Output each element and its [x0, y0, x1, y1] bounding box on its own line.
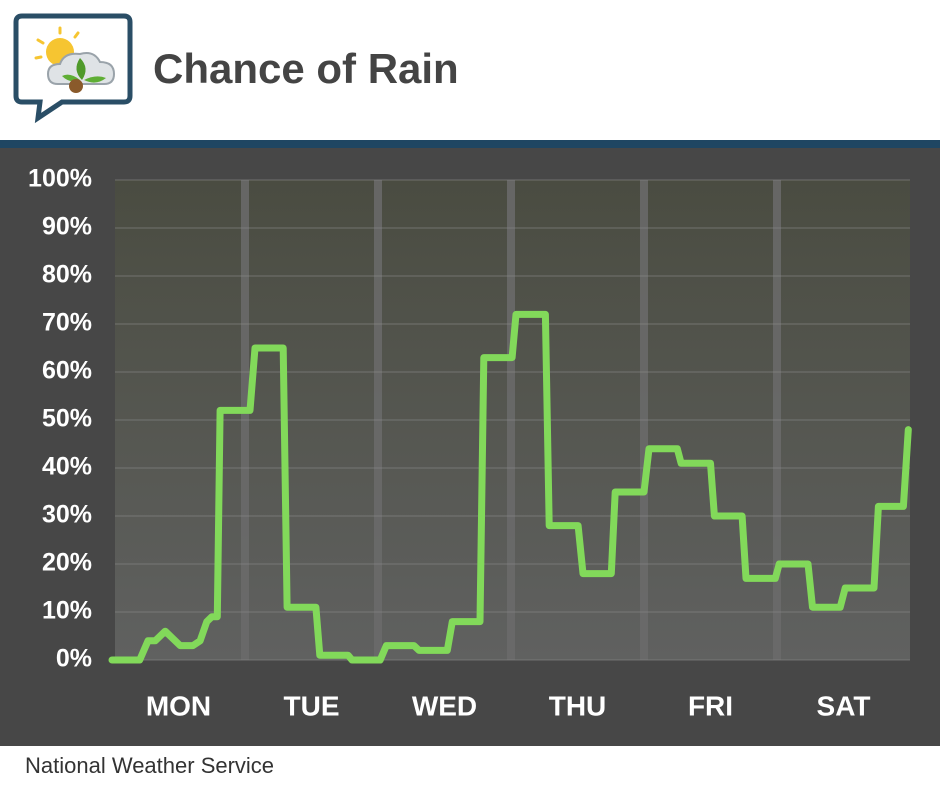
- y-tick-label: 40%: [42, 453, 92, 481]
- y-tick-label: 70%: [42, 309, 92, 337]
- y-tick-label: 90%: [42, 213, 92, 241]
- y-tick-label: 50%: [42, 405, 92, 433]
- x-tick-label: WED: [412, 690, 477, 721]
- y-tick-label: 10%: [42, 597, 92, 625]
- y-tick-label: 60%: [42, 357, 92, 385]
- x-tick-label: FRI: [688, 690, 733, 721]
- y-tick-label: 20%: [42, 549, 92, 577]
- x-tick-label: TUE: [284, 690, 340, 721]
- x-tick-label: SAT: [817, 690, 871, 721]
- y-tick-label: 0%: [56, 645, 92, 673]
- source: National Weather Service: [25, 753, 274, 778]
- rain-line: [108, 310, 912, 664]
- x-tick-label: THU: [549, 690, 607, 721]
- logo: [13, 13, 133, 124]
- y-tick-label: 30%: [42, 501, 92, 529]
- x-tick-label: MON: [146, 690, 211, 721]
- header-rule: [0, 140, 940, 148]
- chart-title: Chance of Rain: [153, 45, 459, 92]
- y-tick-label: 100%: [28, 165, 92, 193]
- y-tick-label: 80%: [42, 261, 92, 289]
